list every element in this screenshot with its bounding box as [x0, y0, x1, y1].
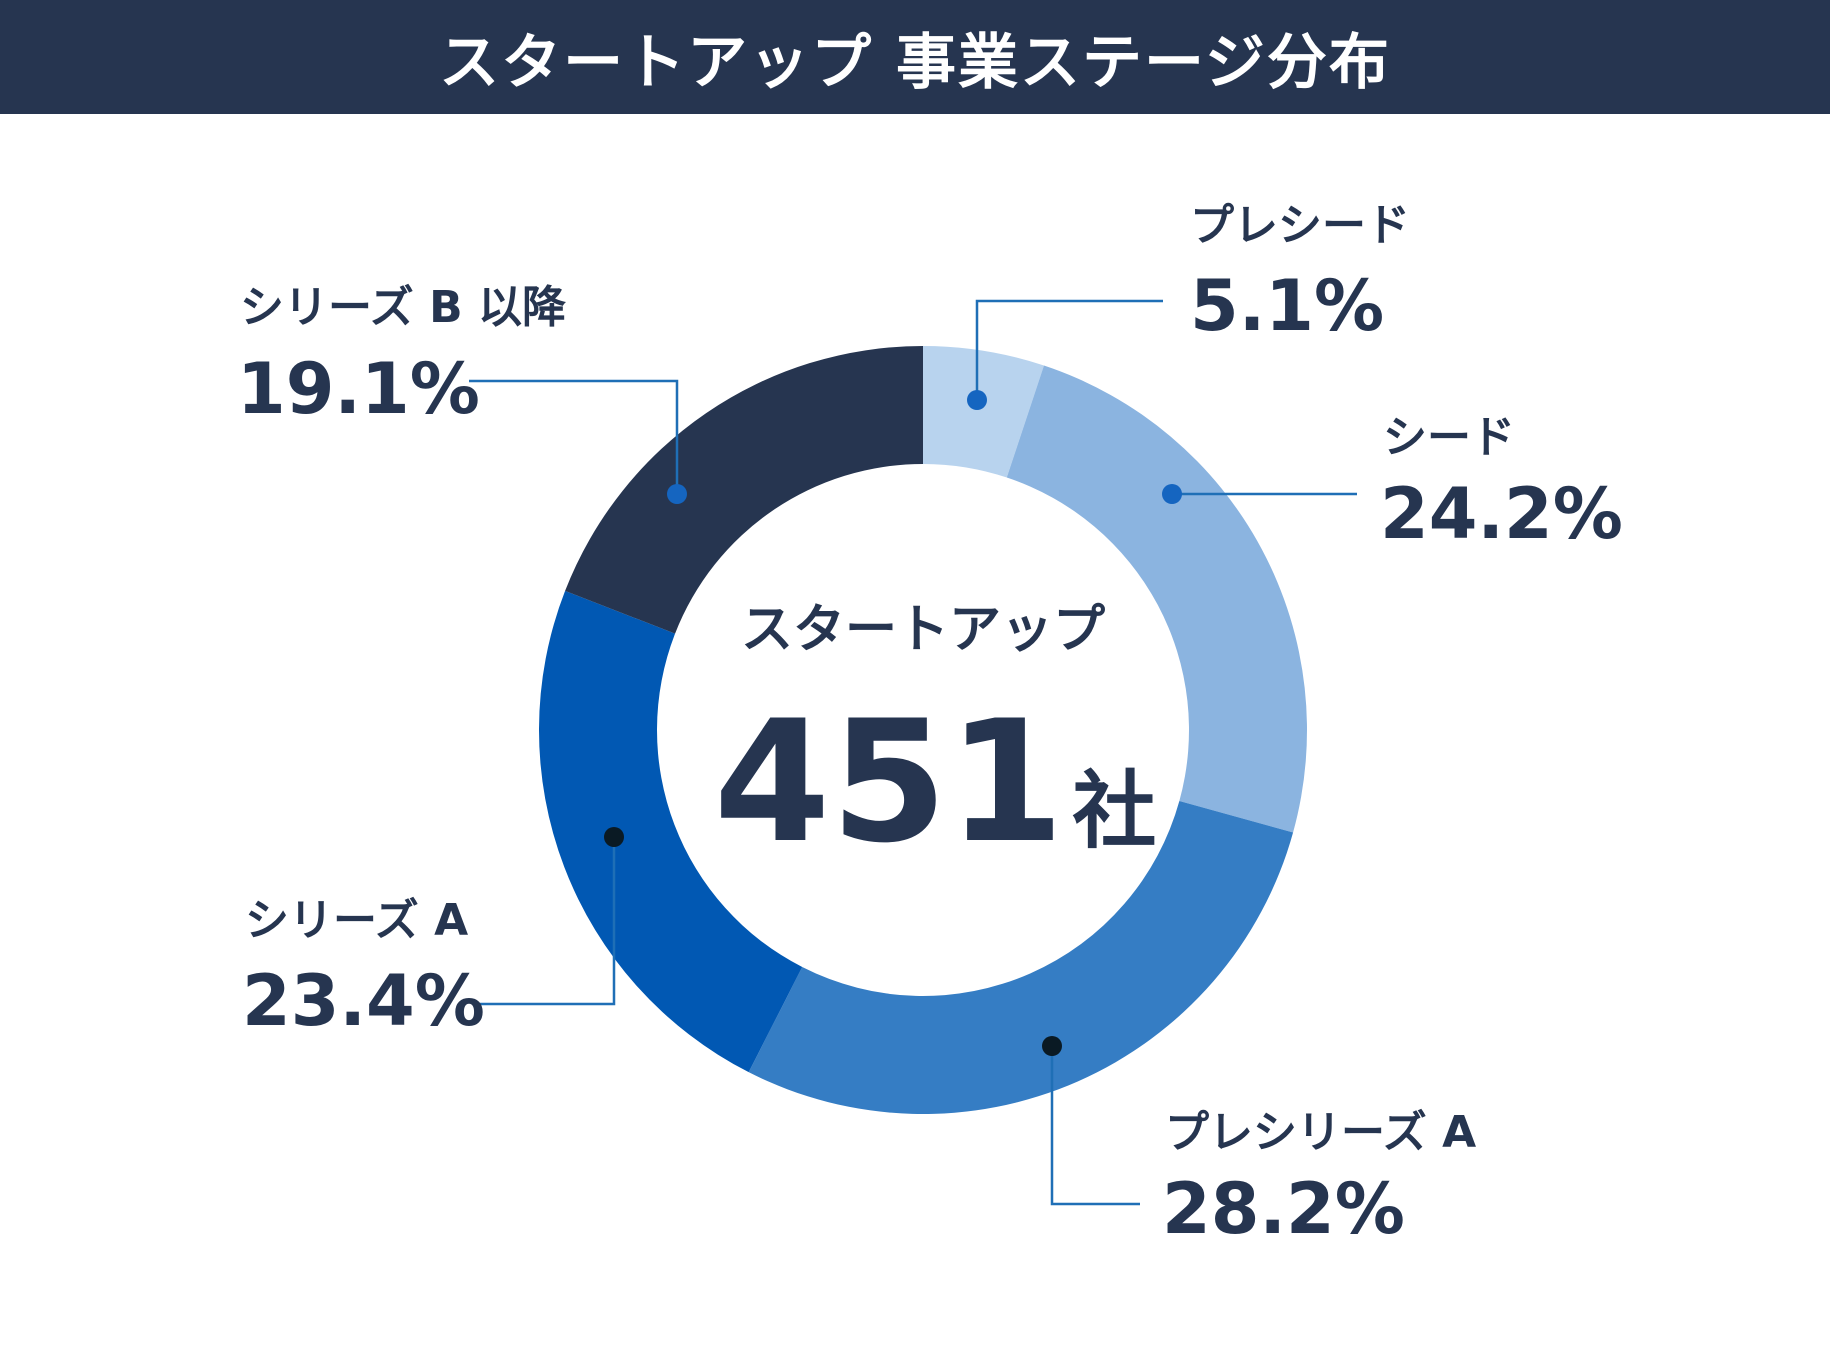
slice-5 — [565, 346, 923, 634]
slice-value-5: 19.1% — [237, 348, 480, 430]
leader-dot-4 — [604, 827, 624, 847]
slice-label-4: シリーズ A — [245, 895, 468, 946]
slice-value-3: 28.2% — [1162, 1168, 1405, 1250]
slice-labels: プレシード 5.1% シード 24.2% プレシリーズ A 28.2% シリーズ A 23.4… — [237, 200, 1623, 1250]
svg-text:451社: 451社 — [714, 684, 1157, 880]
slice-1 — [923, 346, 1044, 478]
leader-line-5 — [469, 379, 679, 494]
center-unit: 社 — [1072, 762, 1156, 860]
leader-lines — [469, 299, 1357, 1206]
center-total: 451社 — [714, 684, 1157, 880]
donut-slices — [539, 346, 1307, 1114]
title-bar: スタートアップ 事業ステージ分布 — [0, 0, 1830, 114]
center-count: 451 — [714, 684, 1065, 880]
slice-3 — [748, 800, 1294, 1114]
slice-value-1: 5.1% — [1190, 265, 1384, 347]
slice-value-2: 24.2% — [1380, 473, 1623, 555]
leader-dot-3 — [1042, 1036, 1062, 1056]
leader-line-4 — [476, 837, 616, 1006]
leader-line-3 — [1050, 1046, 1140, 1206]
slice-4 — [539, 590, 803, 1073]
leader-line-1 — [975, 299, 1163, 400]
slice-label-2: シード — [1383, 412, 1515, 463]
center-caption: スタートアップ — [741, 600, 1105, 660]
leader-dot-5 — [667, 484, 687, 504]
slice-label-5: シリーズ B 以降 — [240, 282, 566, 333]
page-title: スタートアップ 事業ステージ分布 — [439, 27, 1391, 98]
slice-label-1: プレシード — [1190, 200, 1410, 251]
slice-label-3: プレシリーズ A — [1165, 1107, 1476, 1158]
slice-2 — [1006, 365, 1307, 833]
leader-dot-1 — [967, 390, 987, 410]
leader-dot-2 — [1162, 484, 1182, 504]
slice-value-4: 23.4% — [242, 960, 485, 1042]
